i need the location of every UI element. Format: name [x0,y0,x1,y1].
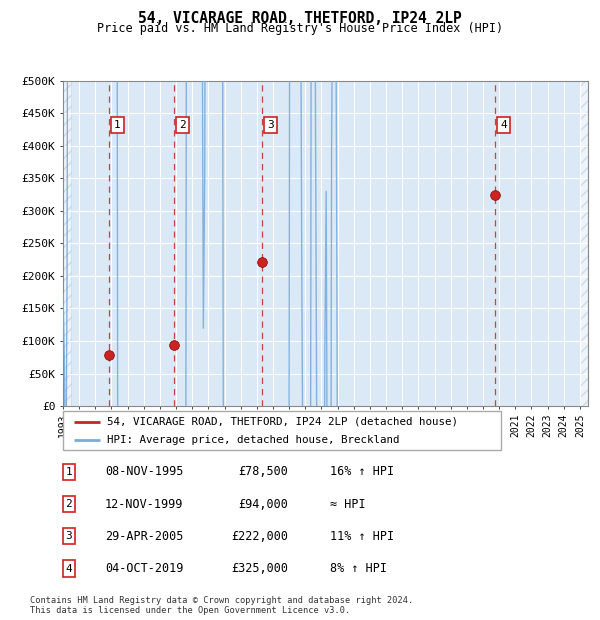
Text: 1: 1 [114,120,121,130]
Text: 2: 2 [65,499,73,509]
Text: HPI: Average price, detached house, Breckland: HPI: Average price, detached house, Brec… [107,435,400,445]
Text: £78,500: £78,500 [238,466,288,478]
Text: £94,000: £94,000 [238,498,288,510]
Text: 54, VICARAGE ROAD, THETFORD, IP24 2LP: 54, VICARAGE ROAD, THETFORD, IP24 2LP [138,11,462,25]
Text: 4: 4 [500,120,507,130]
Text: ≈ HPI: ≈ HPI [330,498,365,510]
Text: 12-NOV-1999: 12-NOV-1999 [105,498,184,510]
Text: 1: 1 [65,467,73,477]
Text: £222,000: £222,000 [231,530,288,542]
Text: 16% ↑ HPI: 16% ↑ HPI [330,466,394,478]
Text: Contains HM Land Registry data © Crown copyright and database right 2024.
This d: Contains HM Land Registry data © Crown c… [30,596,413,615]
Text: 54, VICARAGE ROAD, THETFORD, IP24 2LP (detached house): 54, VICARAGE ROAD, THETFORD, IP24 2LP (d… [107,417,458,427]
Text: 3: 3 [267,120,274,130]
Text: Price paid vs. HM Land Registry's House Price Index (HPI): Price paid vs. HM Land Registry's House … [97,22,503,35]
FancyBboxPatch shape [63,411,501,449]
Text: 08-NOV-1995: 08-NOV-1995 [105,466,184,478]
Text: 04-OCT-2019: 04-OCT-2019 [105,562,184,575]
Text: 29-APR-2005: 29-APR-2005 [105,530,184,542]
Text: 4: 4 [65,564,73,574]
Text: 3: 3 [65,531,73,541]
Text: 11% ↑ HPI: 11% ↑ HPI [330,530,394,542]
Bar [63,81,71,406]
Text: £325,000: £325,000 [231,562,288,575]
Text: 8% ↑ HPI: 8% ↑ HPI [330,562,387,575]
Bar [580,81,588,406]
Text: 2: 2 [179,120,185,130]
